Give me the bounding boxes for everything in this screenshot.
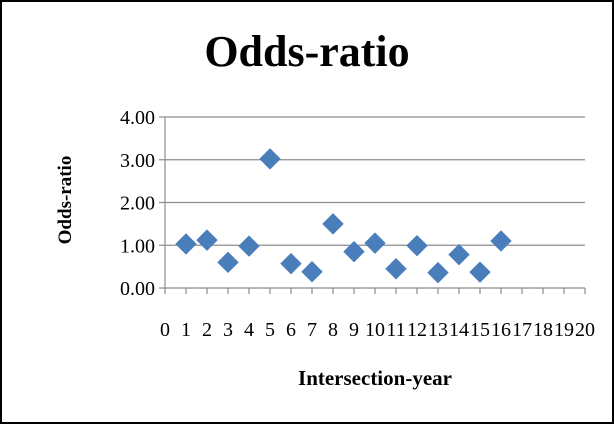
x-tick-label-17: 17 xyxy=(512,319,532,341)
x-tick-label-20: 20 xyxy=(575,319,595,341)
data-point-0-4 xyxy=(259,148,281,170)
data-point-0-15 xyxy=(490,230,512,252)
x-tick-label-4: 4 xyxy=(244,319,254,341)
x-tick-label-2: 2 xyxy=(202,319,212,341)
x-tick-label-8: 8 xyxy=(328,319,338,341)
data-point-0-10 xyxy=(385,258,407,280)
data-point-0-14 xyxy=(469,261,491,283)
x-tick-label-6: 6 xyxy=(286,319,296,341)
data-point-0-13 xyxy=(448,243,470,266)
x-tick-label-11: 11 xyxy=(386,319,405,341)
y-tick-label-0: 0.00 xyxy=(120,278,155,300)
x-tick-label-9: 9 xyxy=(349,319,359,341)
data-point-0-2 xyxy=(217,251,239,274)
x-tick-label-12: 12 xyxy=(407,319,427,341)
data-point-0-1 xyxy=(196,229,218,251)
x-tick-label-15: 15 xyxy=(470,319,490,341)
x-tick-label-1: 1 xyxy=(181,319,191,341)
data-point-0-9 xyxy=(364,232,386,254)
y-tick-label-4: 4.00 xyxy=(120,107,155,129)
y-tick-label-3: 3.00 xyxy=(120,150,155,172)
x-tick-label-13: 13 xyxy=(428,319,448,341)
x-tick-label-3: 3 xyxy=(223,319,233,341)
data-point-0-12 xyxy=(427,261,449,284)
data-point-0-6 xyxy=(301,261,323,283)
x-tick-label-16: 16 xyxy=(491,319,511,341)
x-tick-label-7: 7 xyxy=(307,319,317,341)
x-tick-label-18: 18 xyxy=(533,319,553,341)
x-tick-label-14: 14 xyxy=(449,319,469,341)
chart-title: Odds-ratio xyxy=(204,27,410,76)
x-tick-label-0: 0 xyxy=(160,319,170,341)
y-tick-label-2: 2.00 xyxy=(120,193,155,215)
data-point-0-3 xyxy=(238,235,260,257)
data-point-0-5 xyxy=(280,252,302,275)
data-point-0-11 xyxy=(406,234,428,257)
x-tick-label-5: 5 xyxy=(265,319,275,341)
x-tick-label-19: 19 xyxy=(554,319,574,341)
y-tick-label-1: 1.00 xyxy=(120,235,155,257)
x-axis-label: Intersection-year xyxy=(298,366,452,390)
data-point-0-8 xyxy=(343,240,365,263)
data-point-0-0 xyxy=(175,233,197,255)
data-point-0-7 xyxy=(322,213,344,235)
x-tick-label-10: 10 xyxy=(365,319,385,341)
